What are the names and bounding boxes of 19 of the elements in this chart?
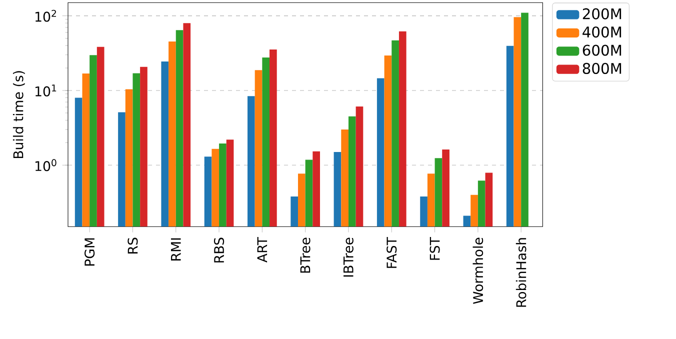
y-tick-label: 10$^{2}$ — [35, 10, 56, 22]
x-tick-label: ART — [257, 237, 268, 263]
x-tick-label: RBS — [214, 238, 224, 263]
x-tick-label: RS — [128, 238, 138, 254]
x-tick-label: BTree — [300, 238, 310, 273]
legend-label: 200M — [582, 8, 622, 20]
legend-label: 600M — [582, 44, 622, 56]
x-tick-label: FAST — [386, 237, 397, 268]
x-tick-label: FST — [430, 237, 440, 260]
x-tick-label: IBTree — [344, 238, 354, 277]
x-tick-label: PGM — [84, 238, 95, 266]
legend-label: 800M — [582, 63, 622, 74]
x-tick-label: RobinHash — [516, 238, 526, 307]
y-axis-title: Build time (s) — [12, 71, 25, 158]
legend-label: 400M — [582, 26, 622, 38]
y-tick-label: 10$^{0}$ — [35, 159, 56, 172]
x-tick-label: RMI — [171, 238, 181, 261]
y-tick-label: 10$^{1}$ — [35, 84, 56, 97]
x-tick-label: Wormhole — [472, 238, 484, 304]
